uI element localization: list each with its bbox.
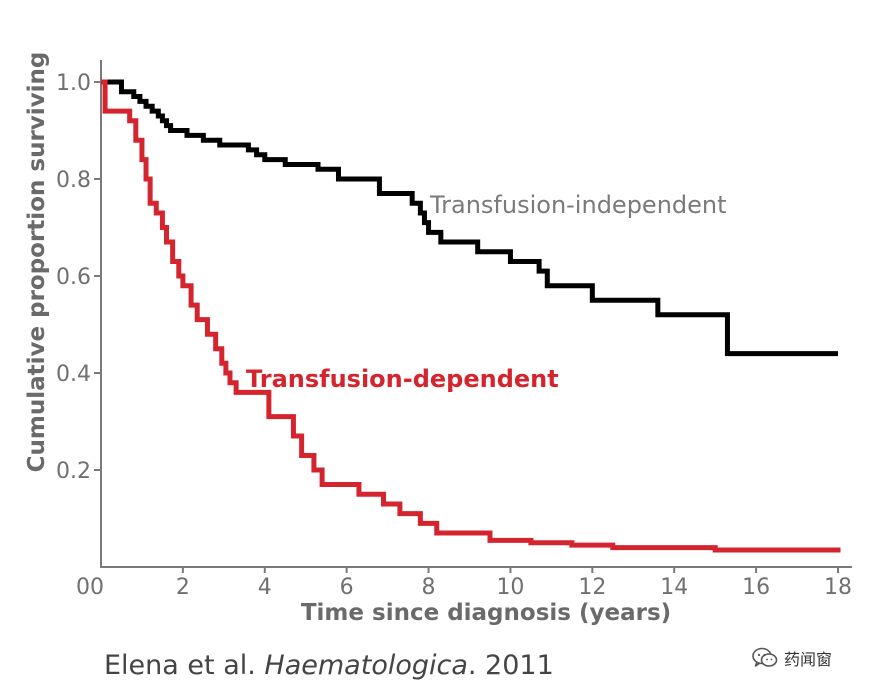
y-tick-label: 0.2	[56, 459, 91, 484]
watermark-text: 药闻窗	[784, 650, 833, 669]
x-tick-label: 2	[176, 575, 190, 600]
x-tick-label: 18	[824, 575, 852, 600]
citation-journal: Haematologica	[264, 650, 468, 681]
y-tick-label: 0.6	[56, 265, 91, 290]
series-label-transfusion-independent: Transfusion-independent	[429, 191, 727, 219]
x-tick-label: 8	[422, 575, 436, 600]
x-tick-label: 12	[578, 575, 606, 600]
citation: Elena et al. Haematologica. 2011	[104, 650, 554, 681]
watermark: 药闻窗	[752, 646, 832, 670]
y-tick-label: 0.4	[56, 362, 91, 387]
y-tick-label: 1.0	[56, 71, 91, 96]
series-line-transfusion-independent	[101, 79, 838, 357]
x-tick-label: 4	[258, 575, 272, 600]
x-tick-label: 16	[742, 575, 770, 600]
wechat-icon	[752, 647, 778, 667]
x-tick-label: 10	[496, 575, 524, 600]
citation-authors: Elena et al.	[104, 650, 256, 681]
series-line-transfusion-dependent	[101, 79, 841, 553]
x-axis-title: Time since diagnosis (years)	[301, 600, 671, 626]
y-axis-title: Cumulative proportion surviving	[24, 52, 50, 473]
x-tick-label: 6	[340, 575, 354, 600]
x-origin-label: 00	[76, 575, 104, 600]
series-label-transfusion-dependent: Transfusion-dependent	[246, 365, 559, 393]
y-tick-label: 0.8	[56, 168, 91, 193]
citation-year: . 2011	[467, 650, 554, 681]
x-tick-label: 14	[660, 575, 688, 600]
